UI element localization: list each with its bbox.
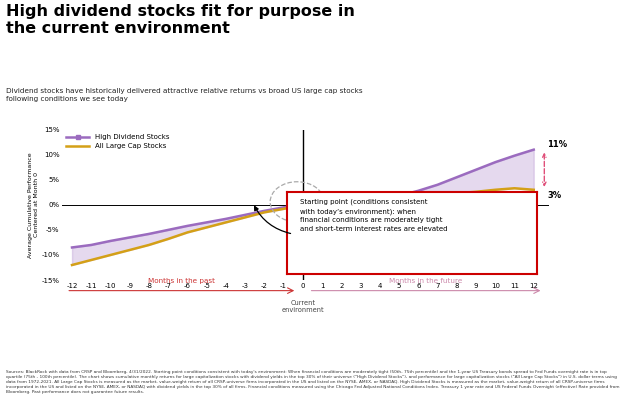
- Text: Dividend stocks have historically delivered attractive relative returns vs broad: Dividend stocks have historically delive…: [6, 88, 363, 102]
- Text: Months in the past: Months in the past: [148, 278, 215, 284]
- Text: High dividend stocks fit for purpose in
the current environment: High dividend stocks fit for purpose in …: [6, 4, 355, 36]
- Text: High Dividend Stocks: High Dividend Stocks: [95, 134, 170, 140]
- Text: 11%: 11%: [547, 140, 567, 149]
- Text: Months in the future: Months in the future: [389, 278, 462, 284]
- Text: High dividend stocks have historically outperformed during periods of tightened : High dividend stocks have historically o…: [5, 347, 498, 356]
- Text: Current
environment: Current environment: [281, 300, 324, 313]
- Text: Starting point (conditions consistent
with today’s environment): when
financial : Starting point (conditions consistent wi…: [300, 199, 447, 232]
- Y-axis label: Average Cumulative Performance
Centered at Month 0: Average Cumulative Performance Centered …: [28, 152, 39, 257]
- Text: Sources: BlackRock with data from CRSP and Bloomberg, 4/31/2022. Starting point : Sources: BlackRock with data from CRSP a…: [6, 370, 620, 394]
- Text: All Large Cap Stocks: All Large Cap Stocks: [95, 143, 167, 149]
- Text: 3%: 3%: [547, 191, 562, 200]
